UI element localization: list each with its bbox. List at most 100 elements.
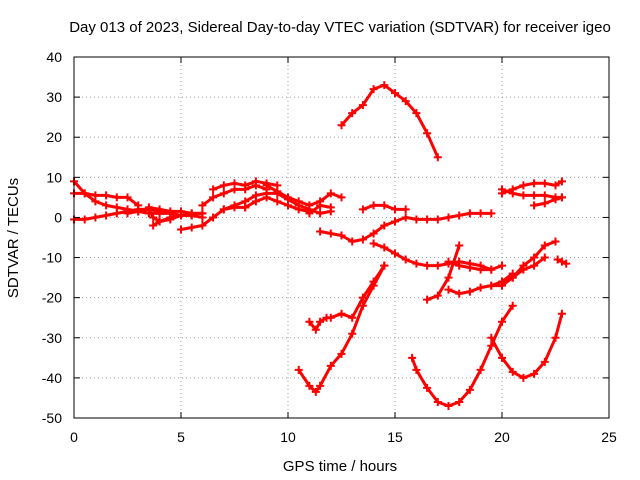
data-point bbox=[294, 365, 303, 374]
series-trace bbox=[340, 83, 440, 159]
data-point bbox=[262, 181, 271, 190]
data-point bbox=[530, 253, 539, 262]
data-point bbox=[412, 215, 421, 224]
data-point bbox=[348, 329, 357, 338]
data-series bbox=[408, 301, 517, 410]
data-point bbox=[540, 199, 549, 208]
data-point bbox=[465, 209, 474, 218]
data-point bbox=[508, 189, 517, 198]
data-point bbox=[487, 281, 496, 290]
data-point bbox=[551, 333, 560, 342]
data-point bbox=[311, 387, 320, 396]
data-point bbox=[294, 197, 303, 206]
data-point bbox=[155, 217, 164, 226]
data-point bbox=[519, 191, 528, 200]
data-point bbox=[209, 213, 218, 222]
data-point bbox=[391, 89, 399, 98]
data-point bbox=[348, 313, 357, 322]
data-point bbox=[273, 197, 282, 206]
data-point bbox=[326, 189, 335, 198]
data-point bbox=[219, 205, 228, 214]
data-point bbox=[337, 193, 346, 202]
data-series bbox=[209, 177, 282, 194]
data-point bbox=[337, 231, 346, 240]
data-point bbox=[149, 221, 158, 230]
data-point bbox=[369, 281, 378, 290]
data-point bbox=[241, 203, 250, 212]
data-point bbox=[251, 177, 260, 186]
data-point bbox=[380, 81, 389, 90]
data-point bbox=[498, 185, 506, 194]
data-point bbox=[423, 215, 432, 224]
data-point bbox=[498, 261, 506, 270]
data-point bbox=[519, 265, 528, 274]
data-point bbox=[187, 211, 196, 220]
data-point bbox=[557, 309, 566, 318]
data-point bbox=[91, 213, 100, 222]
data-point bbox=[401, 255, 410, 264]
series-trace bbox=[307, 264, 386, 332]
data-point bbox=[540, 179, 549, 188]
data-point bbox=[80, 189, 89, 198]
data-point bbox=[348, 237, 357, 246]
data-point bbox=[177, 211, 185, 220]
data-series bbox=[487, 309, 566, 382]
data-point bbox=[476, 209, 485, 218]
series-trace bbox=[489, 312, 564, 380]
data-point bbox=[305, 381, 314, 390]
data-series bbox=[444, 257, 496, 274]
data-point bbox=[80, 215, 89, 224]
data-point bbox=[358, 101, 367, 110]
data-point bbox=[284, 201, 292, 210]
x-tick-label: 15 bbox=[387, 429, 403, 445]
data-point bbox=[423, 295, 432, 304]
data-point bbox=[530, 179, 539, 188]
data-point bbox=[508, 273, 517, 282]
data-point bbox=[230, 179, 239, 188]
data-point bbox=[112, 209, 121, 218]
data-point bbox=[412, 109, 421, 118]
data-point bbox=[444, 257, 453, 266]
chart-title: Day 013 of 2023, Sidereal Day-to-day VTE… bbox=[69, 19, 611, 36]
data-point bbox=[102, 191, 111, 200]
y-axis-label: SDTVAR / TECUs bbox=[5, 178, 22, 298]
data-point bbox=[358, 235, 367, 244]
data-point bbox=[380, 221, 389, 230]
data-point bbox=[102, 211, 111, 220]
y-tick-label: -50 bbox=[42, 410, 62, 426]
y-tick-label: -30 bbox=[42, 330, 62, 346]
series-trace bbox=[297, 264, 386, 394]
data-point bbox=[144, 203, 153, 212]
data-point bbox=[401, 213, 410, 222]
data-series bbox=[316, 209, 496, 246]
data-point bbox=[337, 121, 346, 130]
data-series bbox=[149, 211, 196, 230]
data-point bbox=[530, 191, 539, 200]
data-point bbox=[123, 193, 132, 202]
data-point bbox=[209, 185, 218, 194]
data-point bbox=[519, 181, 528, 190]
data-point bbox=[433, 153, 442, 162]
data-point bbox=[508, 301, 517, 310]
data-point bbox=[408, 353, 417, 362]
data-point bbox=[551, 195, 560, 204]
data-point bbox=[433, 261, 442, 270]
data-point bbox=[423, 383, 432, 392]
data-point bbox=[326, 229, 335, 238]
data-point bbox=[380, 243, 389, 252]
data-point bbox=[412, 365, 421, 374]
data-point bbox=[316, 209, 325, 218]
data-point bbox=[444, 401, 453, 410]
tick-layer: 0 5 10 15 20 25 40 30 20 10 0 -10 -20 -30 -40 -50 bbox=[42, 49, 617, 445]
data-point bbox=[444, 213, 453, 222]
data-point bbox=[219, 189, 228, 198]
data-point bbox=[337, 309, 346, 318]
data-point bbox=[380, 201, 389, 210]
data-point bbox=[487, 265, 496, 274]
data-series bbox=[262, 181, 346, 210]
data-point bbox=[455, 289, 464, 298]
data-point bbox=[433, 291, 442, 300]
x-tick-label: 20 bbox=[494, 429, 510, 445]
data-point bbox=[455, 397, 464, 406]
data-point bbox=[337, 349, 346, 358]
